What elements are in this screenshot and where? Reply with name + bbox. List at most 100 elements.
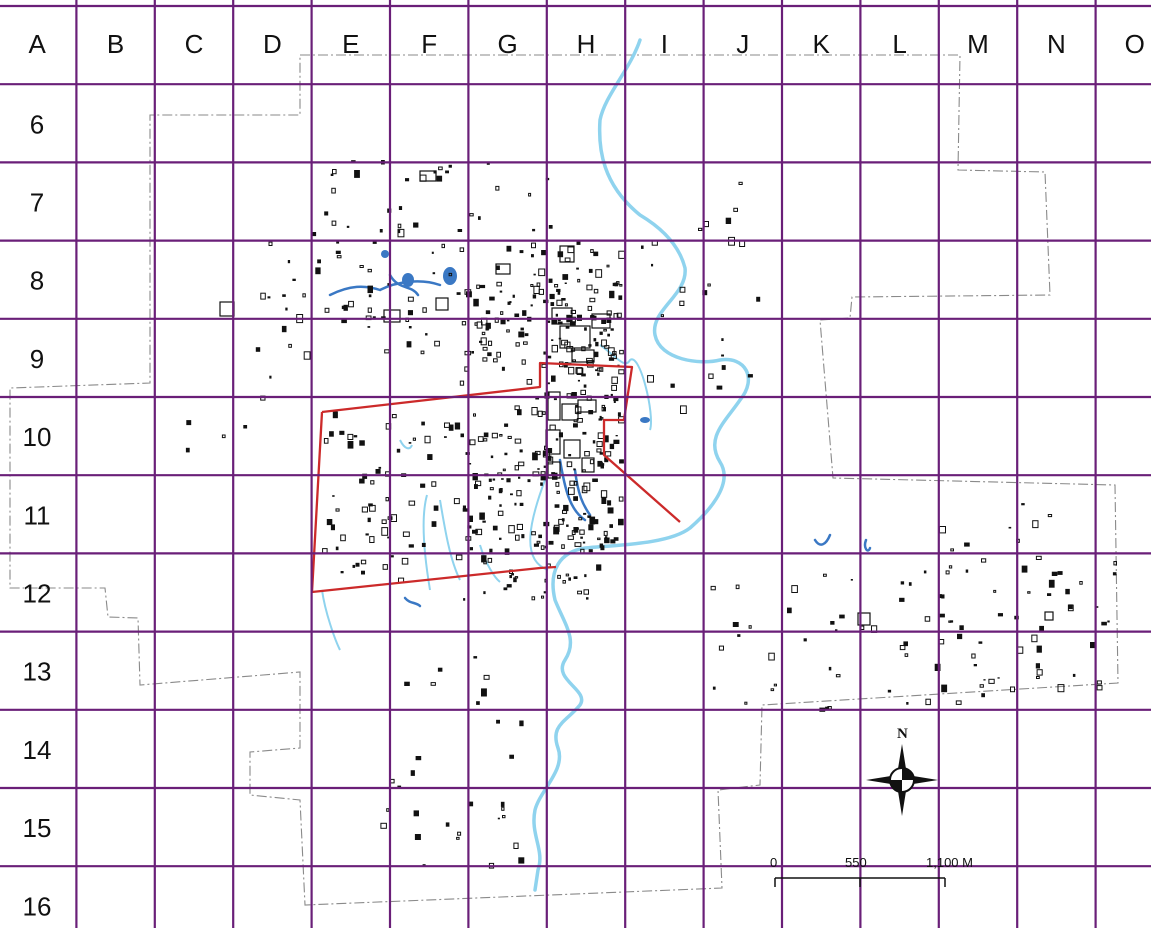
structure-marker bbox=[551, 375, 556, 382]
structure-marker bbox=[1047, 593, 1052, 596]
structure-marker bbox=[575, 405, 578, 408]
structure-marker bbox=[532, 228, 536, 232]
structure-marker bbox=[601, 319, 607, 324]
structure-marker bbox=[359, 265, 364, 268]
structure-marker bbox=[475, 480, 482, 487]
structure-marker bbox=[538, 268, 546, 277]
structure-marker bbox=[612, 282, 617, 287]
structure-marker bbox=[453, 498, 460, 505]
structure-marker bbox=[502, 815, 506, 819]
structure-marker bbox=[590, 315, 596, 320]
scale-bar: 0 550 1,100 M bbox=[770, 855, 973, 887]
structure-marker bbox=[421, 421, 425, 426]
structure-marker bbox=[504, 423, 509, 427]
structure-marker bbox=[573, 468, 576, 471]
structure-marker bbox=[521, 534, 525, 539]
structure-marker bbox=[603, 435, 609, 443]
structure-marker bbox=[712, 686, 716, 690]
structure-marker bbox=[941, 684, 948, 693]
structure-marker bbox=[485, 327, 489, 331]
structure-marker bbox=[577, 590, 582, 595]
structure-marker bbox=[480, 337, 487, 346]
structure-marker bbox=[518, 476, 521, 479]
structure-marker bbox=[567, 535, 574, 540]
structure-marker bbox=[573, 423, 578, 428]
structure-marker bbox=[492, 525, 498, 531]
structure-marker bbox=[587, 305, 593, 311]
structure-marker bbox=[599, 452, 604, 455]
structure-marker bbox=[564, 303, 568, 307]
structure-marker bbox=[770, 688, 775, 692]
structure-marker bbox=[402, 531, 410, 537]
structure-marker bbox=[367, 517, 371, 523]
structure-marker bbox=[455, 554, 463, 561]
structure-marker bbox=[507, 301, 511, 305]
structure-marker bbox=[557, 321, 563, 325]
north-arrow: N bbox=[866, 726, 938, 816]
structure-marker bbox=[593, 519, 599, 525]
row-label: 11 bbox=[24, 500, 51, 530]
structure-marker bbox=[281, 325, 287, 333]
structure-marker bbox=[606, 317, 612, 323]
structure-marker bbox=[397, 230, 401, 234]
structure-marker bbox=[938, 594, 942, 599]
structure-marker bbox=[1051, 571, 1058, 576]
structure-marker bbox=[565, 573, 570, 577]
structure-marker bbox=[506, 319, 510, 322]
ponds bbox=[381, 250, 650, 423]
structure-marker bbox=[588, 549, 593, 553]
structure-marker bbox=[586, 597, 589, 600]
canals-light bbox=[321, 439, 501, 651]
structure-marker bbox=[590, 249, 594, 254]
structure-marker bbox=[908, 582, 912, 586]
structure-marker bbox=[406, 341, 412, 348]
structure-marker bbox=[1047, 514, 1053, 518]
structure-marker bbox=[514, 313, 520, 317]
structure-marker bbox=[489, 487, 494, 491]
structure-marker bbox=[482, 346, 488, 351]
structure-marker bbox=[593, 338, 597, 342]
structure-marker bbox=[609, 524, 613, 528]
structure-marker bbox=[531, 242, 536, 249]
structure-marker bbox=[499, 290, 503, 293]
row-label: 10 bbox=[23, 422, 52, 452]
structure-marker bbox=[1036, 676, 1040, 679]
structure-marker bbox=[332, 411, 338, 419]
structure-marker bbox=[368, 294, 372, 298]
structure-marker bbox=[522, 310, 527, 316]
structure-marker bbox=[528, 192, 532, 197]
structure-marker bbox=[532, 294, 537, 299]
row-label: 14 bbox=[23, 735, 52, 765]
structure-marker bbox=[361, 570, 365, 575]
structure-marker bbox=[463, 598, 466, 601]
structure-marker bbox=[348, 300, 354, 308]
structure-marker bbox=[571, 530, 576, 535]
structure-marker bbox=[660, 314, 664, 318]
structure-marker bbox=[413, 222, 419, 228]
structure-marker bbox=[547, 382, 550, 385]
structure-marker bbox=[979, 684, 984, 688]
structure-marker bbox=[448, 424, 454, 431]
structure-marker bbox=[427, 454, 433, 460]
structure-marker bbox=[598, 418, 603, 421]
structure-marker bbox=[558, 432, 563, 438]
scale-label-mid: 550 bbox=[845, 855, 867, 870]
structure-marker bbox=[462, 508, 468, 512]
structure-marker bbox=[595, 269, 603, 278]
structure-marker bbox=[941, 594, 945, 599]
structure-marker bbox=[488, 478, 492, 482]
structure-marker bbox=[496, 281, 502, 287]
structure-marker bbox=[509, 754, 514, 759]
structure-marker bbox=[604, 345, 610, 349]
structure-marker bbox=[574, 542, 582, 547]
structure-marker bbox=[502, 468, 506, 472]
structure-marker bbox=[382, 564, 388, 570]
structure-marker bbox=[483, 674, 490, 680]
structure-marker bbox=[597, 537, 601, 541]
structure-marker bbox=[469, 463, 472, 465]
row-label: 13 bbox=[23, 657, 52, 687]
structure-marker bbox=[444, 422, 450, 428]
structure-marker bbox=[556, 490, 560, 494]
structure-marker bbox=[600, 545, 605, 551]
dense-core-structures bbox=[219, 170, 1054, 626]
